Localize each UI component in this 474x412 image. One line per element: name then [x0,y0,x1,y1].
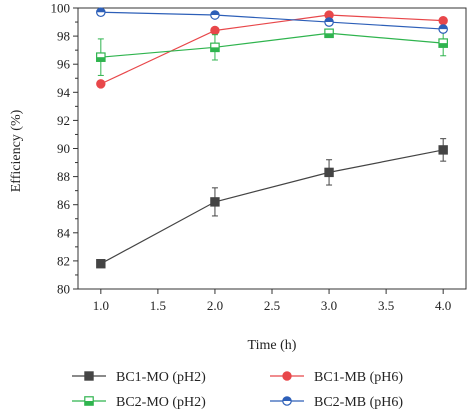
marker-fill [84,401,94,406]
marker-fill [324,17,334,23]
series-line [100,149,444,265]
data-point [438,24,448,34]
data-point [324,17,334,27]
series-0 [96,138,448,269]
marker-fill [210,10,220,16]
x-axis-title: Time (h) [248,338,297,353]
data-point [96,259,106,269]
series-line [100,32,444,58]
data-point [438,38,448,48]
legend-item-0: BC1-MO (pH2) [72,370,206,385]
plot-border [77,7,467,290]
data-point [438,15,448,26]
x-tick-label: 3.0 [321,298,337,313]
legend-label: BC2-MB (pH6) [314,395,403,410]
legend-item-3: BC2-MB (pH6) [270,395,403,410]
y-axis: 80 82 84 86 88 90 92 94 96 98 100 [51,1,78,297]
series-2 [96,28,448,76]
data-point [210,10,220,20]
marker-fill [438,24,448,30]
y-tick-label: 92 [57,113,70,128]
legend-label: BC1-MB (pH6) [314,370,403,385]
legend-label: BC2-MO (pH2) [116,395,206,410]
marker-fill [210,47,220,52]
data-point [210,25,220,36]
data-point [210,197,220,207]
series-layer [96,7,448,269]
data-point [324,28,334,39]
y-tick-label: 80 [57,282,70,297]
series-line [100,11,444,30]
marker-fill [96,8,106,13]
marker-fill [324,33,334,38]
data-point [210,42,220,53]
series-3 [96,7,448,34]
legend-marker [84,396,94,406]
legend-marker [282,396,292,406]
data-point [96,52,106,62]
x-tick-label: 3.5 [378,298,394,313]
legend: BC1-MO (pH2) BC1-MB (pH6) BC2-MO (pH2) BC2-… [72,370,403,410]
y-tick-label: 98 [57,29,70,44]
y-tick-label: 84 [57,225,71,240]
plot-frame [77,7,467,290]
x-tick-label: 4.0 [435,298,451,313]
legend-marker [282,371,292,381]
marker-fill [438,43,448,48]
data-point [96,79,106,89]
y-tick-label: 88 [57,169,70,184]
x-axis: 1.0 1.5 2.0 2.5 3.0 3.5 4.0 [93,289,451,313]
y-tick-label: 100 [51,1,71,16]
y-tick-label: 82 [57,253,70,268]
y-tick-label: 86 [57,197,71,212]
series-1 [96,10,448,89]
y-tick-label: 94 [57,85,71,100]
data-point [96,7,106,18]
y-axis-title: Efficiency (%) [9,109,24,192]
y-tick-label: 90 [57,141,70,156]
data-point [324,167,334,178]
series-line [100,14,444,85]
legend-marker [84,371,94,381]
x-tick-label: 2.0 [207,298,223,313]
marker-fill [282,396,292,401]
data-point [438,145,448,155]
legend-item-2: BC2-MO (pH2) [72,395,206,410]
x-tick-label: 1.5 [150,298,166,313]
y-tick-label: 96 [57,57,71,72]
marker-fill [96,57,106,62]
x-tick-label: 2.5 [264,298,280,313]
x-tick-label: 1.0 [93,298,109,313]
legend-label: BC1-MO (pH2) [116,370,206,385]
legend-item-1: BC1-MB (pH6) [270,370,403,385]
